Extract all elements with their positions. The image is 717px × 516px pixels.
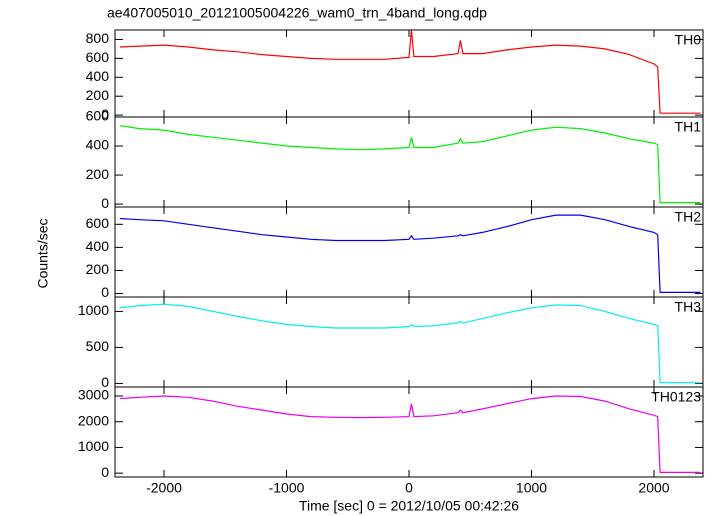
y-axis-label: Counts/sec xyxy=(35,218,51,288)
x-tick-label: 0 xyxy=(405,480,413,496)
y-tick-label: 3000 xyxy=(78,387,109,403)
y-tick-label: 0 xyxy=(101,195,109,211)
y-tick-label: 200 xyxy=(86,87,110,103)
y-tick-label: 200 xyxy=(86,166,110,182)
x-tick-label: 2000 xyxy=(638,480,669,496)
y-tick-label: 800 xyxy=(86,30,110,46)
y-tick-label: 1000 xyxy=(78,438,109,454)
series-label: TH2 xyxy=(675,209,702,225)
y-tick-label: 2000 xyxy=(78,412,109,428)
panel-frame xyxy=(114,206,704,298)
panel-frame xyxy=(114,296,704,388)
panel-frame xyxy=(114,29,704,118)
x-axis-label: Time [sec] 0 = 2012/10/05 00:42:26 xyxy=(299,498,519,514)
y-tick-label: 0 xyxy=(101,284,109,300)
y-tick-label: 400 xyxy=(86,68,110,84)
y-tick-label: 500 xyxy=(86,338,110,354)
y-tick-label: 200 xyxy=(86,261,110,277)
y-tick-label: 0 xyxy=(101,106,109,122)
y-tick-label: 600 xyxy=(86,215,110,231)
y-tick-label: 400 xyxy=(86,137,110,153)
series-label: TH0123 xyxy=(651,389,701,405)
panel-frame xyxy=(114,116,704,208)
series-line xyxy=(119,214,701,293)
x-tick-label: 1000 xyxy=(516,480,547,496)
series-label: TH1 xyxy=(675,119,702,135)
y-tick-label: 400 xyxy=(86,238,110,254)
y-tick-label: 600 xyxy=(86,49,110,65)
series-line xyxy=(119,125,701,204)
chart-title: ae407005010_20121005004226_wam0_trn_4ban… xyxy=(107,5,487,21)
series-line xyxy=(119,29,701,114)
y-tick-label: 0 xyxy=(101,464,109,480)
x-tick-label: -1000 xyxy=(269,480,305,496)
series-label: TH0 xyxy=(675,32,702,48)
y-tick-label: 0 xyxy=(101,374,109,390)
series-line xyxy=(119,303,701,384)
y-tick-label: 600 xyxy=(86,108,110,124)
panel-frame xyxy=(114,386,704,478)
series-line xyxy=(119,395,701,473)
x-tick-label: -2000 xyxy=(146,480,182,496)
series-label: TH3 xyxy=(675,299,702,315)
y-tick-label: 1000 xyxy=(78,302,109,318)
